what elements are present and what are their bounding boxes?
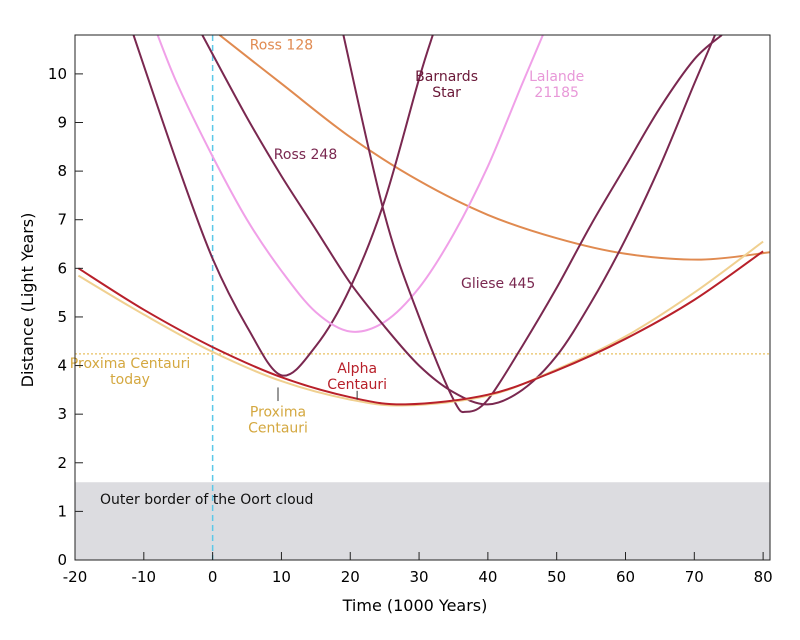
y-tick-label: 2 [57,454,67,472]
series-line-alpha-centauri [77,250,764,406]
label-lalande: Lalande 21185 [529,69,584,101]
series-line-barnards-star [132,35,434,377]
x-tick-label: 30 [410,568,429,586]
x-tick-label: 20 [341,568,360,586]
x-tick-label: 0 [208,568,218,586]
annotations-layer: Proxima Centauri today Proxima Centauri Alph… [70,38,584,437]
oort-cloud-layer: Outer border of the Oort cloud [75,482,770,560]
y-tick-label: 10 [48,65,67,83]
plot-background-layer [75,35,770,560]
y-tick-label: 7 [57,211,67,229]
axes-layer: -20 -10 0 10 20 30 40 50 60 70 80 0 1 2 3 4 5 6 7 8 9 10 [48,34,773,586]
x-tick-label: 70 [685,568,704,586]
label-alpha-centauri: Alpha Centauri [327,361,387,393]
y-tick-label: 0 [57,551,67,569]
x-tick-label: -10 [132,568,157,586]
x-tick-label: 40 [478,568,497,586]
plot-area [75,35,770,560]
y-tick-label: 5 [57,308,67,326]
series-line-lalande-21185 [156,35,544,333]
y-tick-label: 4 [57,357,67,375]
plot-frame [74,34,771,561]
label-proxima-centauri: Proxima Centauri [248,405,308,437]
y-tick-label: 9 [57,114,67,132]
x-tick-label: 10 [272,568,291,586]
series-layer [77,35,770,414]
y-axis-label: Distance (Light Years) [18,213,37,388]
y-tick-label: 8 [57,162,67,180]
label-ross-128: Ross 128 [250,38,313,54]
series-line-gliese-445 [342,35,723,414]
label-ross-248: Ross 248 [274,147,337,163]
reference-lines-layer [75,35,770,560]
label-barnards-star: Barnards Star [415,69,478,101]
x-tick-label: 60 [616,568,635,586]
x-axis-label: Time (1000 Years) [342,596,488,615]
oort-cloud-band [75,482,770,560]
x-tick-label: -20 [63,568,88,586]
series-line-ross-128 [218,35,770,261]
oort-cloud-label: Outer border of the Oort cloud [100,492,313,508]
x-tick-label: 80 [754,568,773,586]
y-tick-label: 1 [57,502,67,520]
label-gliese-445: Gliese 445 [461,276,535,292]
x-tick-label: 50 [547,568,566,586]
series-line-ross-248 [201,35,716,406]
y-tick-label: 3 [57,405,67,423]
y-tick-label: 6 [57,259,67,277]
label-proxima-today: Proxima Centauri today [70,356,190,388]
